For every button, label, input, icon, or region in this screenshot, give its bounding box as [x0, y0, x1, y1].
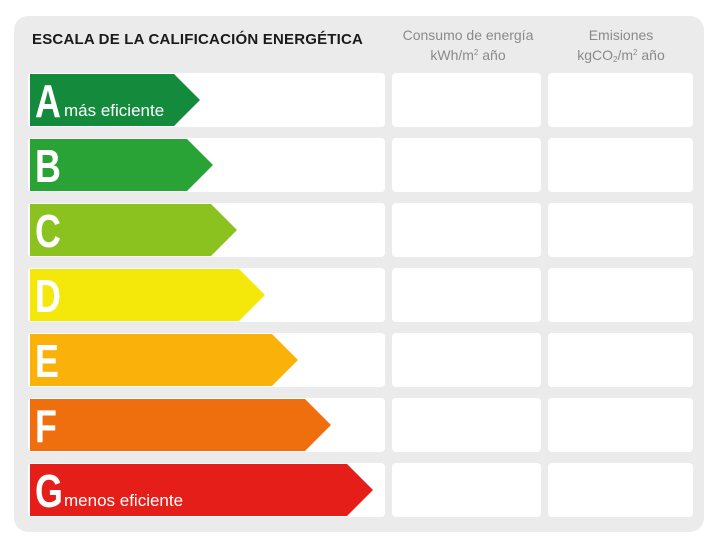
rating-letter: A	[35, 75, 61, 127]
emisiones-value-cell	[548, 463, 693, 517]
rating-row-c: C	[0, 203, 715, 257]
consumo-value-cell	[392, 73, 541, 127]
consumo-value-cell	[392, 138, 541, 192]
consumo-header: Consumo de energía kWh/m2 año	[392, 26, 544, 64]
consumo-value-cell	[392, 268, 541, 322]
rating-caption: más eficiente	[64, 101, 165, 120]
rating-letter: B	[35, 140, 61, 192]
emisiones-header-unit: kgCO2/m2 año	[577, 47, 665, 64]
consumo-value-cell	[392, 333, 541, 387]
rating-letter: C	[35, 205, 61, 257]
rating-letter: G	[35, 465, 63, 517]
rating-arrow-c: C	[30, 204, 237, 256]
emisiones-value-cell	[548, 203, 693, 257]
rating-arrow-e: E	[30, 334, 298, 386]
rating-caption: menos eficiente	[64, 491, 184, 510]
consumo-value-cell	[392, 398, 541, 452]
emisiones-header: Emisiones kgCO2/m2 año	[548, 26, 694, 69]
rating-letter: D	[35, 270, 61, 322]
emisiones-value-cell	[548, 268, 693, 322]
emisiones-value-cell	[548, 333, 693, 387]
scale-title: ESCALA DE LA CALIFICACIÓN ENERGÉTICA	[32, 31, 364, 48]
rating-letter: F	[35, 400, 57, 452]
rating-arrow-f: F	[30, 399, 331, 451]
emisiones-header-label: Emisiones	[588, 27, 654, 43]
rating-arrow-b: B	[30, 139, 213, 191]
rating-row-d: D	[0, 268, 715, 322]
rating-row-b: B	[0, 138, 715, 192]
emisiones-value-cell	[548, 398, 693, 452]
consumo-header-label: Consumo de energía	[402, 27, 534, 43]
consumo-value-cell	[392, 203, 541, 257]
rating-row-e: E	[0, 333, 715, 387]
emisiones-value-cell	[548, 73, 693, 127]
consumo-value-cell	[392, 463, 541, 517]
rating-row-f: F	[0, 398, 715, 452]
emisiones-value-cell	[548, 138, 693, 192]
rating-arrow-d: D	[30, 269, 265, 321]
rating-letter: E	[35, 335, 59, 387]
consumo-header-unit: kWh/m2 año	[430, 47, 506, 63]
